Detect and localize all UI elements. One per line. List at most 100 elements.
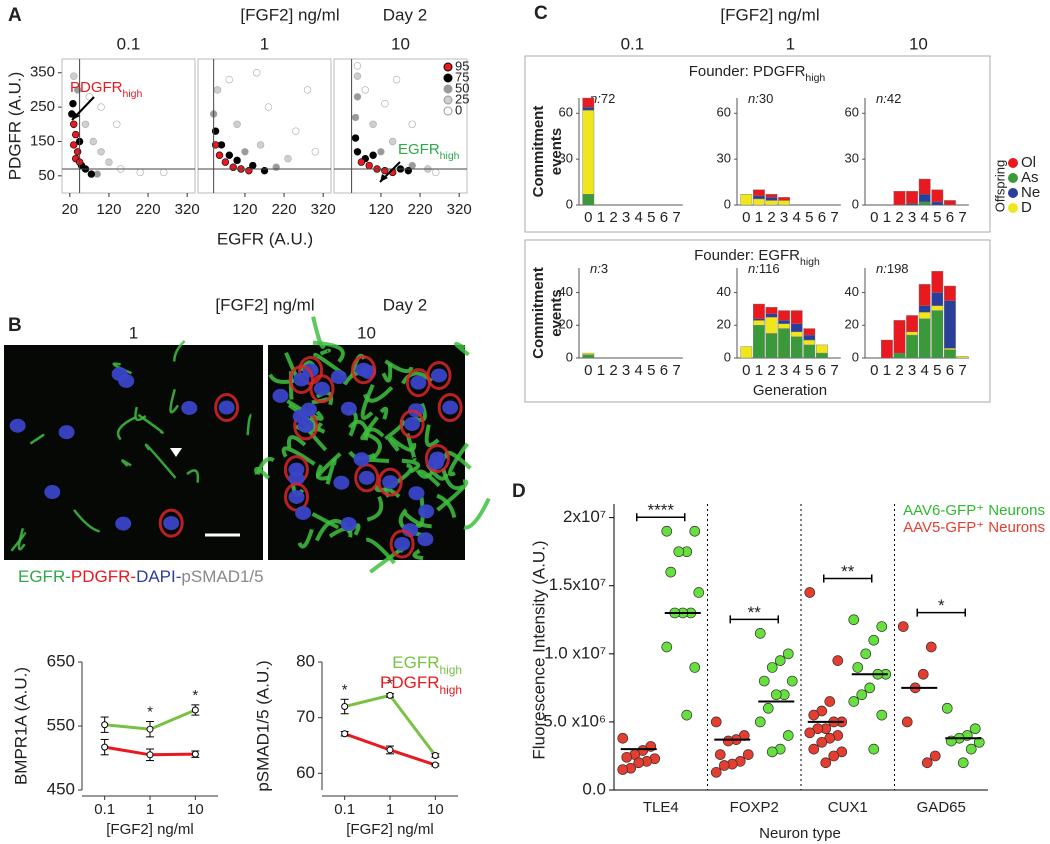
data-point — [353, 93, 362, 101]
x-tick-label: 6 — [660, 209, 668, 226]
data-point — [804, 587, 816, 598]
x-tick-label: 0 — [584, 362, 592, 379]
nucleus — [118, 373, 135, 388]
bar-segment — [918, 284, 931, 306]
data-point — [820, 757, 832, 769]
x-tick-label: 5 — [933, 362, 941, 379]
process — [137, 413, 164, 434]
x-axis-label: Neuron type — [759, 825, 841, 842]
legend-label: Ol — [1021, 154, 1036, 171]
subtitle: Day 2 — [383, 295, 427, 314]
x-tick-label: 7 — [958, 362, 966, 379]
nucleus — [163, 516, 180, 531]
y-tick-label: 20 — [559, 317, 573, 332]
data-point — [229, 163, 237, 171]
data-point — [766, 746, 778, 758]
legend-swatch — [443, 95, 453, 105]
subtitle: Day 2 — [383, 5, 427, 24]
n-label: n:72 — [590, 91, 615, 106]
legend-entry-sub: high — [440, 663, 462, 677]
bar-segment — [931, 305, 944, 311]
bar-segment — [893, 352, 906, 359]
bar-segment — [778, 320, 791, 324]
cell-body — [214, 393, 240, 423]
data-point — [754, 716, 766, 728]
data-point — [392, 75, 401, 84]
data-point — [369, 120, 377, 128]
y-axis-label-line: events — [548, 289, 565, 337]
bar-segment — [778, 197, 791, 201]
data-point — [782, 648, 794, 660]
data-point — [160, 168, 168, 177]
data-point — [689, 662, 701, 673]
data-point — [722, 735, 734, 747]
data-point — [766, 662, 778, 673]
x-tick-label: 4 — [635, 362, 643, 379]
bar-segment — [944, 349, 956, 359]
nucleus — [427, 455, 444, 470]
annotation-main: PDGFR — [70, 79, 123, 96]
founder-title-sub: high — [800, 256, 820, 268]
process — [286, 399, 324, 421]
data-point — [808, 709, 820, 721]
bar-segment — [816, 344, 828, 354]
data-point — [233, 156, 241, 165]
data-point — [969, 723, 981, 735]
legend-entry-main: EGFR — [392, 653, 439, 672]
data-point — [377, 148, 385, 156]
x-tick-label: 20 — [61, 201, 78, 218]
data-point — [710, 766, 722, 778]
nucleus — [430, 368, 447, 383]
x-tick-label: FOXP2 — [730, 799, 779, 816]
y-axis-label: BMPR1A (A.U.) — [11, 667, 30, 785]
process — [363, 427, 385, 441]
bar-segment — [765, 333, 778, 359]
arrow-marker — [170, 448, 182, 457]
x-tick-label: 220 — [136, 201, 161, 218]
x-tick-label: 4 — [921, 209, 929, 226]
cell-body — [399, 409, 425, 439]
data-point — [404, 166, 413, 175]
annotation: PDGFRhigh — [70, 79, 143, 100]
n-label: n:198 — [876, 261, 909, 276]
process — [10, 532, 27, 552]
x-tick-label: CUX1 — [828, 799, 868, 816]
process — [284, 351, 299, 378]
legend-title: Offspring — [992, 160, 1007, 213]
cell-body — [389, 529, 415, 559]
process — [316, 452, 342, 480]
n-value: 116 — [759, 261, 780, 276]
x-tick-label: 7 — [830, 362, 838, 379]
bar-segment — [918, 178, 931, 195]
legend-swatch — [443, 106, 453, 116]
data-point — [381, 166, 389, 175]
x-tick-label: 320 — [311, 201, 336, 218]
data-point — [353, 72, 362, 80]
data-point — [782, 730, 794, 741]
nucleus — [330, 370, 347, 385]
y-tick-label: 350 — [30, 64, 55, 81]
caption-part: pSMAD1/5 — [181, 567, 263, 586]
data-point — [661, 641, 673, 653]
data-point — [432, 168, 440, 177]
data-point — [365, 161, 373, 170]
column-label: 10 — [909, 34, 928, 53]
bar-segment — [753, 325, 765, 359]
data-point — [742, 749, 754, 760]
y-axis-label-line: Commitment — [530, 106, 547, 198]
nucleus — [404, 417, 421, 432]
process — [254, 466, 271, 480]
bar-segment — [906, 191, 919, 204]
n-label: n:116 — [748, 261, 780, 276]
y-tick-label: 20 — [717, 317, 731, 332]
process — [173, 340, 186, 362]
x-tick-label: 1 — [386, 801, 394, 818]
significance: **** — [648, 501, 675, 520]
data-point — [69, 99, 77, 108]
n-label: n:42 — [876, 91, 901, 106]
caption-part: EGFR- — [18, 567, 71, 586]
data-point — [146, 725, 154, 733]
x-tick-label: 5 — [805, 209, 813, 226]
x-tick-label: 7 — [958, 209, 966, 226]
y-tick-label: 80 — [296, 651, 315, 670]
